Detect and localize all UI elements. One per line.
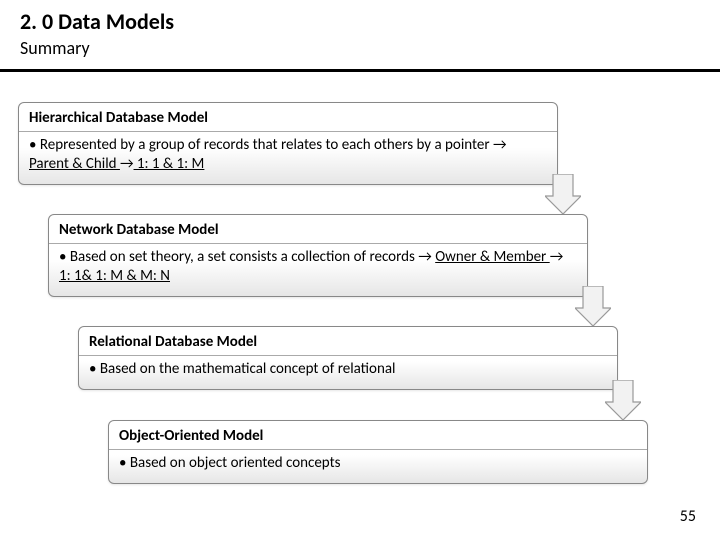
page-subtitle: Summary [20,37,700,59]
card-title: Hierarchical Database Model [19,103,557,131]
page-number: 55 [680,507,696,526]
card-body: • Based on set theory, a set consists a … [49,244,587,296]
model-card: Relational Database Model• Based on the … [78,326,618,390]
header: 2. 0 Data Models Summary [0,0,720,65]
card-body: • Based on the mathematical concept of r… [79,356,617,389]
card-title: Network Database Model [49,215,587,243]
page-title: 2. 0 Data Models [20,8,700,35]
model-card: Hierarchical Database Model• Represented… [18,102,558,185]
card-body: • Based on object oriented concepts [109,450,647,483]
arrow-down-icon [605,380,641,425]
card-body: • Represented by a group of records that… [19,132,557,184]
model-card: Object-Oriented Model• Based on object o… [108,420,648,484]
arrow-down-icon [575,286,611,331]
card-title: Object-Oriented Model [109,421,647,449]
model-card: Network Database Model• Based on set the… [48,214,588,297]
header-rule [0,69,720,72]
arrow-down-icon [545,174,581,219]
card-title: Relational Database Model [79,327,617,355]
